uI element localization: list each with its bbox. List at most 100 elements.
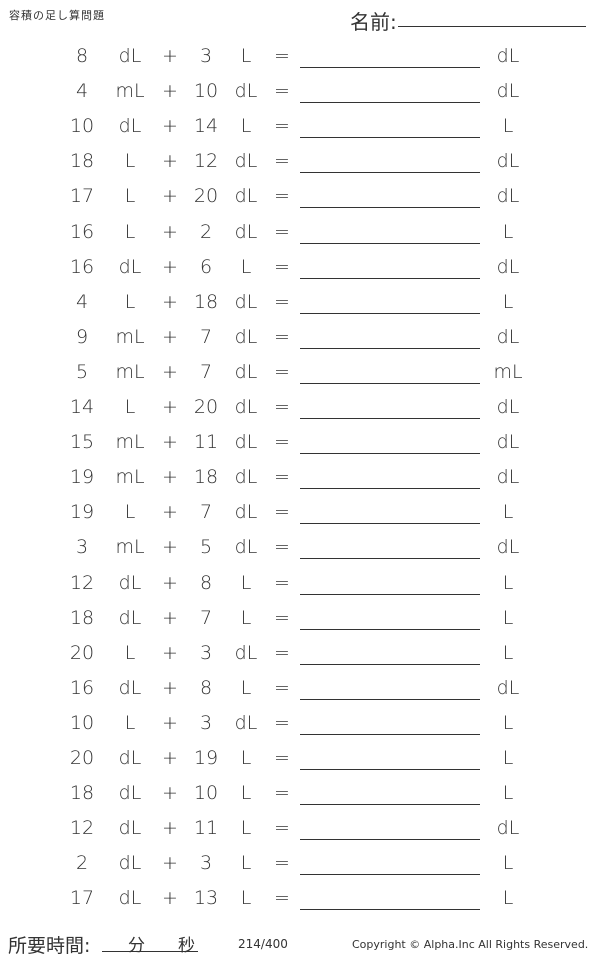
second-unit: dL: [234, 360, 258, 383]
answer-line[interactable]: [300, 628, 480, 630]
equals-sign: =: [274, 45, 290, 67]
second-amount: 7: [199, 325, 213, 348]
plus-sign: +: [162, 641, 178, 664]
answer-line[interactable]: [300, 382, 480, 384]
equals-sign: =: [274, 185, 290, 208]
equals-sign: =: [274, 571, 290, 594]
first-amount: 18: [69, 782, 95, 805]
problem-row: 18 dL +7 L = L: [0, 607, 600, 637]
answer-line[interactable]: [300, 769, 480, 770]
equals-sign: =: [274, 360, 290, 383]
first-unit: mL: [115, 325, 145, 348]
equals-sign: =: [274, 220, 290, 243]
answer-line[interactable]: [300, 804, 480, 806]
answer-line[interactable]: [300, 488, 480, 490]
answer-line[interactable]: [300, 698, 480, 700]
answer-line[interactable]: [300, 172, 480, 174]
plus-sign: +: [162, 115, 178, 138]
answer-unit: L: [502, 606, 514, 629]
second-unit: L: [240, 571, 252, 594]
first-amount: 4: [75, 80, 89, 103]
second-unit: dL: [234, 396, 258, 418]
answer-unit: L: [502, 747, 514, 769]
answer-line[interactable]: [300, 312, 480, 314]
second-unit: dL: [234, 641, 258, 664]
plus-sign: +: [162, 185, 178, 208]
first-unit: L: [124, 396, 136, 418]
answer-line[interactable]: [300, 277, 480, 279]
equals-sign: =: [274, 501, 290, 524]
answer-line[interactable]: [300, 418, 480, 419]
second-unit: dL: [234, 325, 258, 348]
answer-unit: dL: [496, 185, 520, 208]
first-unit: mL: [115, 536, 145, 559]
seconds-label: 秒: [178, 936, 195, 956]
plus-sign: +: [162, 747, 178, 769]
answer-line[interactable]: [300, 874, 480, 876]
second-amount: 18: [193, 290, 219, 313]
plus-sign: +: [162, 676, 178, 699]
answer-line[interactable]: [300, 67, 480, 68]
second-amount: 8: [199, 676, 213, 699]
answer-line[interactable]: [300, 102, 480, 104]
answer-line[interactable]: [300, 593, 480, 595]
answer-line[interactable]: [300, 733, 480, 735]
second-unit: L: [240, 782, 252, 805]
answer-unit: L: [502, 501, 514, 524]
first-amount: 18: [69, 606, 95, 629]
answer-line[interactable]: [300, 137, 480, 139]
first-unit: mL: [115, 360, 145, 383]
first-unit: mL: [115, 431, 145, 454]
first-unit: dL: [118, 115, 142, 138]
plus-sign: +: [162, 782, 178, 805]
plus-sign: +: [162, 290, 178, 313]
equals-sign: =: [274, 325, 290, 348]
second-amount: 7: [199, 360, 213, 383]
first-amount: 20: [69, 641, 95, 664]
time-input-line[interactable]: [102, 951, 198, 952]
second-amount: 13: [193, 887, 219, 910]
answer-unit: mL: [493, 360, 523, 383]
plus-sign: +: [162, 396, 178, 418]
answer-line[interactable]: [300, 663, 480, 665]
first-amount: 17: [69, 887, 95, 910]
first-amount: 12: [69, 817, 95, 840]
equals-sign: =: [274, 466, 290, 489]
equals-sign: =: [274, 711, 290, 734]
second-amount: 8: [199, 571, 213, 594]
second-amount: 3: [199, 45, 213, 67]
answer-unit: dL: [496, 396, 520, 418]
first-unit: dL: [118, 45, 142, 67]
equals-sign: =: [274, 676, 290, 699]
problem-row: 5 mL +7 dL = mL: [0, 361, 600, 391]
first-unit: L: [124, 711, 136, 734]
first-amount: 18: [69, 150, 95, 173]
name-input-line[interactable]: [398, 26, 586, 27]
second-unit: L: [240, 115, 252, 138]
equals-sign: =: [274, 396, 290, 418]
problem-row: 20 L +3 dL = L: [0, 642, 600, 672]
problem-row: 20 dL +19 L = L: [0, 747, 600, 777]
answer-line[interactable]: [300, 839, 480, 841]
answer-unit: dL: [496, 80, 520, 103]
problem-row: 16 dL +6 L = dL: [0, 256, 600, 286]
answer-line[interactable]: [300, 242, 480, 244]
equals-sign: =: [274, 747, 290, 769]
first-amount: 10: [69, 115, 95, 138]
plus-sign: +: [162, 711, 178, 734]
answer-line[interactable]: [300, 558, 480, 560]
answer-line[interactable]: [300, 207, 480, 209]
answer-line[interactable]: [300, 347, 480, 349]
problem-row: 3 mL +5 dL = dL: [0, 536, 600, 566]
equals-sign: =: [274, 641, 290, 664]
equals-sign: =: [274, 431, 290, 454]
answer-line[interactable]: [300, 523, 480, 525]
plus-sign: +: [162, 431, 178, 454]
answer-line[interactable]: [300, 909, 480, 911]
name-label: 名前:: [350, 10, 397, 34]
second-amount: 10: [193, 782, 219, 805]
first-unit: L: [124, 185, 136, 208]
plus-sign: +: [162, 325, 178, 348]
answer-line[interactable]: [300, 453, 480, 455]
problem-row: 17 L +20 dL = dL: [0, 185, 600, 215]
